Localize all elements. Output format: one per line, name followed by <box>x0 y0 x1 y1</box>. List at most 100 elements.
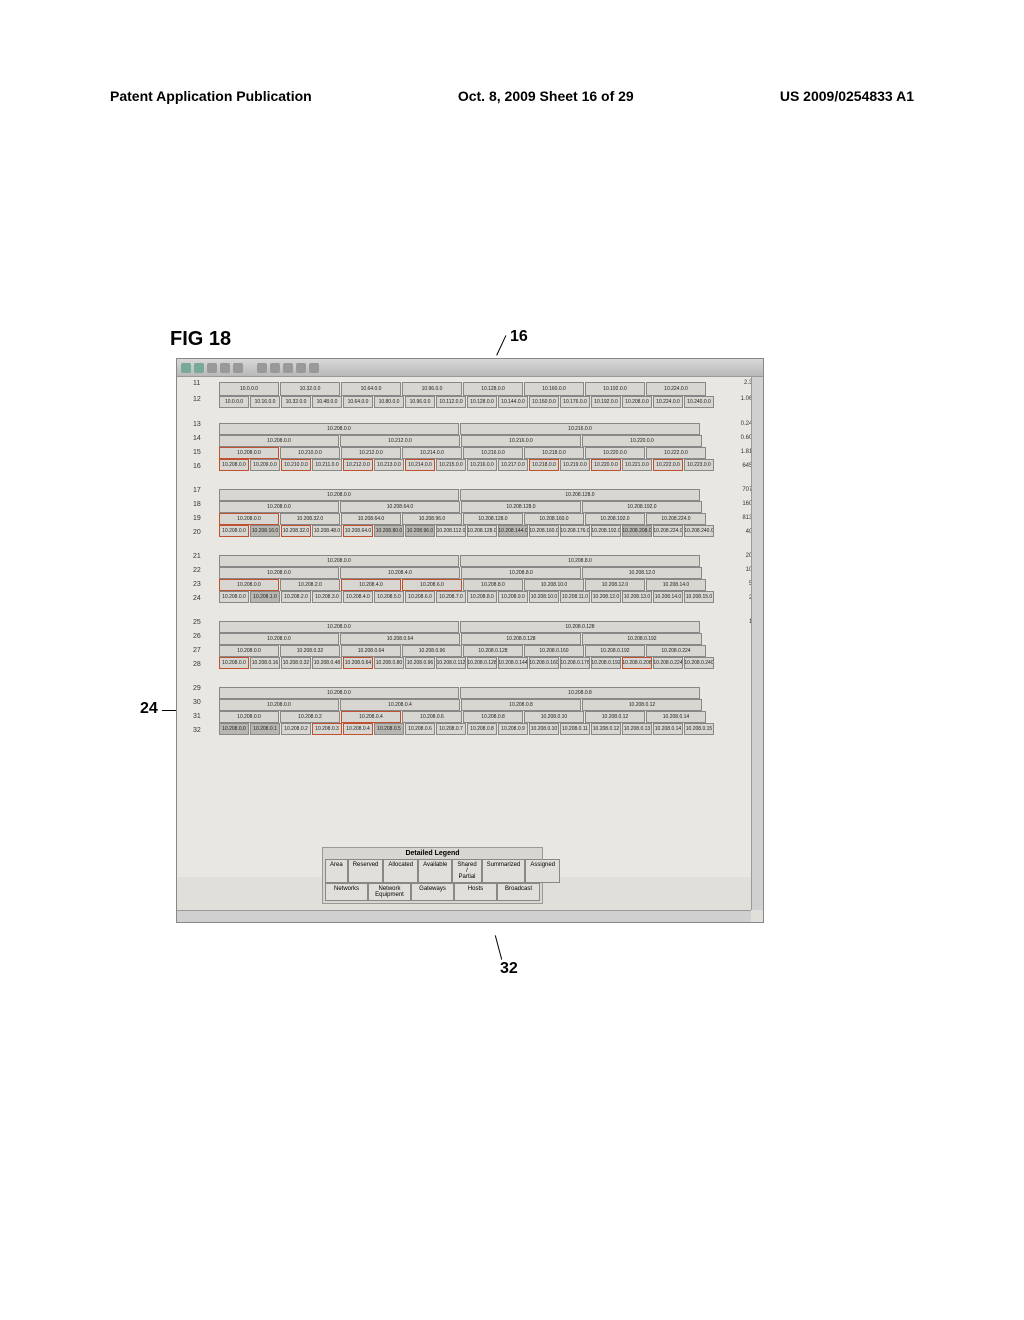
back-icon[interactable] <box>181 363 191 373</box>
ip-block-cell[interactable]: 10.240.0.0 <box>684 396 714 408</box>
ip-block-cell[interactable]: 10.208.0.0 <box>219 555 459 567</box>
ip-block-cell[interactable]: 10.208.0.0 <box>219 447 279 459</box>
ip-block-cell[interactable]: 10.219.0.0 <box>560 459 590 471</box>
ip-block-cell[interactable]: 10.208.3.0 <box>312 591 342 603</box>
ip-block-cell[interactable]: 10.128.0.0 <box>463 382 523 396</box>
ip-block-cell[interactable]: 10.208.0.0 <box>219 645 279 657</box>
ip-block-cell[interactable]: 10.208.11.0 <box>560 591 590 603</box>
ip-block-cell[interactable]: 10.208.240.0 <box>684 525 714 537</box>
ip-block-cell[interactable]: 10.208.0.16 <box>250 657 280 669</box>
ip-block-cell[interactable]: 10.208.224.0 <box>646 513 706 525</box>
search-icon[interactable] <box>257 363 267 373</box>
ip-block-cell[interactable]: 10.208.160.0 <box>529 525 559 537</box>
ip-block-cell[interactable]: 10.208.192.0 <box>591 525 621 537</box>
ip-block-cell[interactable]: 10.208.0.208 <box>622 657 652 669</box>
ip-block-cell[interactable]: 10.208.0.0 <box>622 396 652 408</box>
ip-block-cell[interactable]: 10.208.0.160 <box>524 645 584 657</box>
ip-block-cell[interactable]: 10.220.0.0 <box>591 459 621 471</box>
ip-block-cell[interactable]: 10.208.0.0 <box>219 489 459 501</box>
ip-block-cell[interactable]: 10.208.0.64 <box>340 633 460 645</box>
ip-block-cell[interactable]: 10.212.0.0 <box>341 447 401 459</box>
ip-block-cell[interactable]: 10.208.0.0 <box>219 459 249 471</box>
ip-block-cell[interactable]: 10.208.0.0 <box>219 633 339 645</box>
ip-block-cell[interactable]: 10.208.64.0 <box>340 501 460 513</box>
ip-block-cell[interactable]: 10.208.0.192 <box>582 633 702 645</box>
ip-block-cell[interactable]: 10.208.0.0 <box>219 501 339 513</box>
ip-block-cell[interactable]: 10.208.96.0 <box>405 525 435 537</box>
ip-block-cell[interactable]: 10.208.12.0 <box>585 579 645 591</box>
ip-block-cell[interactable]: 10.214.0.0 <box>405 459 435 471</box>
ip-block-cell[interactable]: 10.216.0.0 <box>463 447 523 459</box>
ip-block-cell[interactable]: 10.208.0.5 <box>374 723 404 735</box>
favorites-icon[interactable] <box>270 363 280 373</box>
ip-block-cell[interactable]: 10.208.0.0 <box>219 657 249 669</box>
ip-block-cell[interactable]: 10.208.0.160 <box>529 657 559 669</box>
ip-block-cell[interactable]: 10.208.12.0 <box>591 591 621 603</box>
ip-block-cell[interactable]: 10.208.64.0 <box>343 525 373 537</box>
ip-block-cell[interactable]: 10.218.0.0 <box>529 459 559 471</box>
ip-block-cell[interactable]: 10.208.0.8 <box>463 711 523 723</box>
ip-block-cell[interactable]: 10.221.0.0 <box>622 459 652 471</box>
ip-block-cell[interactable]: 10.223.0.0 <box>684 459 714 471</box>
ip-block-cell[interactable]: 10.208.128.0 <box>460 489 700 501</box>
ip-block-cell[interactable]: 10.208.0.0 <box>219 567 339 579</box>
ip-block-cell[interactable]: 10.208.0.4 <box>341 711 401 723</box>
ip-block-cell[interactable]: 10.208.6.0 <box>405 591 435 603</box>
ip-block-cell[interactable]: 10.208.0.12 <box>591 723 621 735</box>
ip-block-cell[interactable]: 10.224.0.0 <box>646 382 706 396</box>
ip-block-cell[interactable]: 10.48.0.0 <box>312 396 342 408</box>
ip-block-cell[interactable]: 10.208.32.0 <box>280 513 340 525</box>
ip-block-cell[interactable]: 10.208.0.0 <box>219 435 339 447</box>
ip-block-cell[interactable]: 10.210.0.0 <box>280 447 340 459</box>
ip-block-cell[interactable]: 10.208.208.0 <box>622 525 652 537</box>
ip-block-cell[interactable]: 10.212.0.0 <box>343 459 373 471</box>
ip-block-cell[interactable]: 10.224.0.0 <box>653 396 683 408</box>
ip-block-cell[interactable]: 10.208.8.0 <box>463 579 523 591</box>
ip-block-cell[interactable]: 10.216.0.0 <box>467 459 497 471</box>
ip-block-cell[interactable]: 10.96.0.0 <box>402 382 462 396</box>
ip-block-cell[interactable]: 10.144.0.0 <box>498 396 528 408</box>
ip-block-cell[interactable]: 10.208.8.0 <box>461 567 581 579</box>
ip-block-cell[interactable]: 10.208.0.192 <box>585 645 645 657</box>
ip-block-cell[interactable]: 10.208.0.4 <box>343 723 373 735</box>
ip-block-cell[interactable]: 10.0.0.0 <box>219 382 279 396</box>
ip-block-cell[interactable]: 10.220.0.0 <box>585 447 645 459</box>
ip-block-cell[interactable]: 10.208.0.144 <box>498 657 528 669</box>
ip-block-cell[interactable]: 10.208.0.128 <box>461 633 581 645</box>
ip-block-cell[interactable]: 10.160.0.0 <box>524 382 584 396</box>
ip-block-cell[interactable]: 10.192.0.0 <box>591 396 621 408</box>
ip-block-cell[interactable]: 10.208.14.0 <box>653 591 683 603</box>
ip-block-cell[interactable]: 10.208.4.0 <box>343 591 373 603</box>
ip-block-cell[interactable]: 10.208.0.64 <box>343 657 373 669</box>
ip-block-cell[interactable]: 10.208.0.112 <box>436 657 466 669</box>
ip-block-cell[interactable]: 10.208.5.0 <box>374 591 404 603</box>
ip-block-cell[interactable]: 10.208.0.176 <box>560 657 590 669</box>
ip-block-cell[interactable]: 10.208.160.0 <box>524 513 584 525</box>
ip-block-cell[interactable]: 10.208.0.0 <box>219 591 249 603</box>
ip-block-cell[interactable]: 10.208.48.0 <box>312 525 342 537</box>
ip-block-cell[interactable]: 10.208.112.0 <box>436 525 466 537</box>
ip-block-cell[interactable]: 10.208.0.0 <box>219 579 279 591</box>
ip-block-cell[interactable]: 10.208.0.8 <box>461 699 581 711</box>
ip-block-cell[interactable]: 10.176.0.0 <box>560 396 590 408</box>
ip-block-cell[interactable]: 10.209.0.0 <box>250 459 280 471</box>
ip-block-cell[interactable]: 10.160.0.0 <box>529 396 559 408</box>
ip-block-cell[interactable]: 10.214.0.0 <box>402 447 462 459</box>
ip-block-cell[interactable]: 10.210.0.0 <box>281 459 311 471</box>
mail-icon[interactable] <box>296 363 306 373</box>
ip-block-cell[interactable]: 10.208.0.224 <box>646 645 706 657</box>
ip-block-cell[interactable]: 10.208.0.6 <box>402 711 462 723</box>
ip-block-cell[interactable]: 10.208.0.13 <box>622 723 652 735</box>
ip-block-cell[interactable]: 10.208.8.0 <box>467 591 497 603</box>
ip-block-cell[interactable]: 10.208.0.128 <box>460 621 700 633</box>
refresh-icon[interactable] <box>220 363 230 373</box>
ip-block-cell[interactable]: 10.208.0.0 <box>219 723 249 735</box>
ip-block-cell[interactable]: 10.208.0.0 <box>219 621 459 633</box>
ip-block-cell[interactable]: 10.208.16.0 <box>250 525 280 537</box>
ip-block-cell[interactable]: 10.208.12.0 <box>582 567 702 579</box>
ip-block-cell[interactable]: 10.192.0.0 <box>585 382 645 396</box>
ip-block-cell[interactable]: 10.16.0.0 <box>250 396 280 408</box>
ip-block-cell[interactable]: 10.208.0.32 <box>281 657 311 669</box>
ip-block-cell[interactable]: 10.208.192.0 <box>585 513 645 525</box>
ip-block-cell[interactable]: 10.208.10.0 <box>524 579 584 591</box>
